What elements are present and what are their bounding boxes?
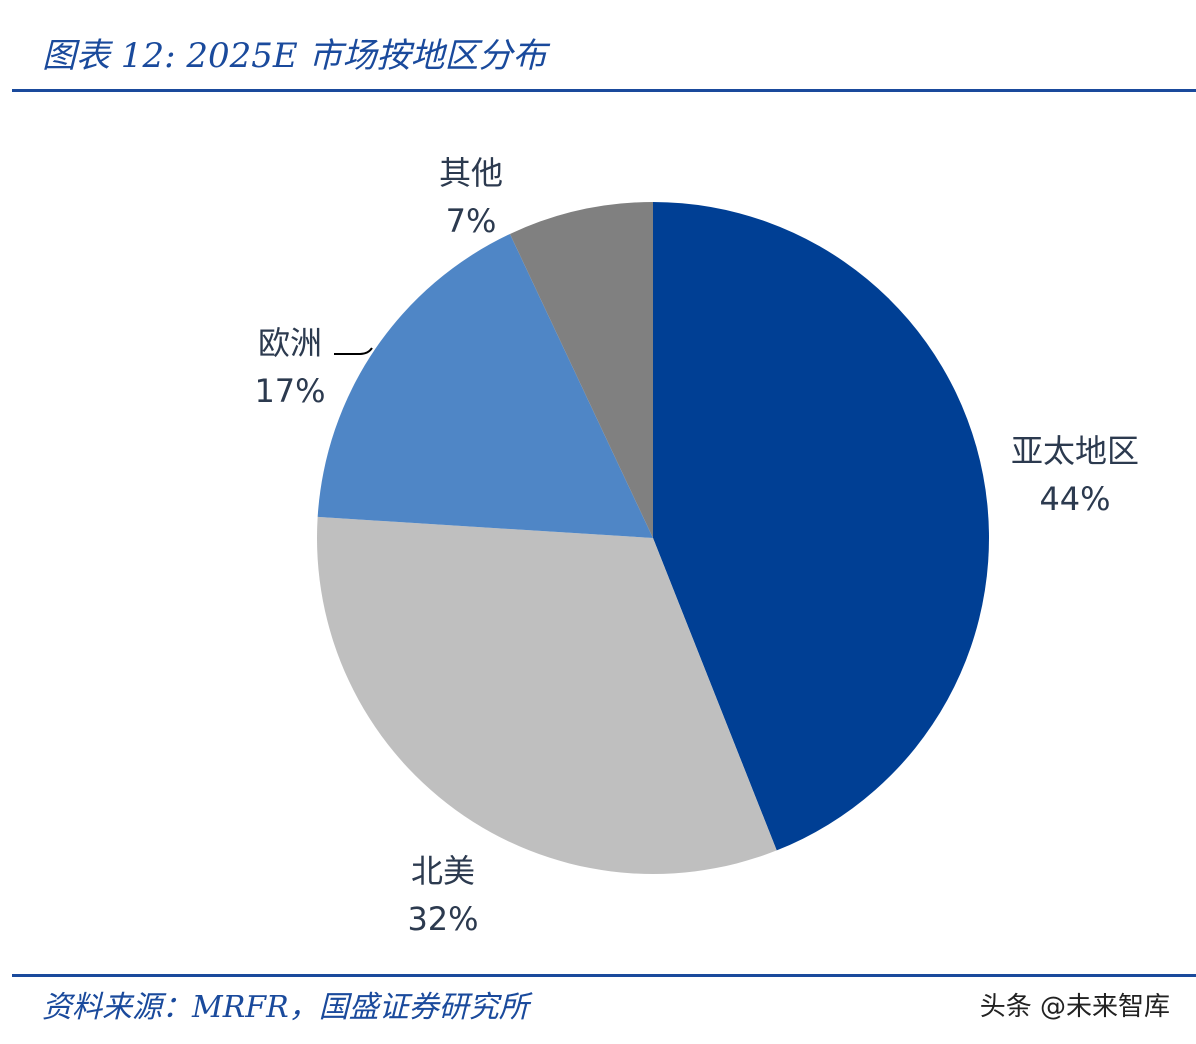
slice-name-label: 其他 xyxy=(439,154,503,192)
pie-slice-2 xyxy=(317,233,653,539)
leader-line-europe xyxy=(334,347,373,355)
source-rule xyxy=(12,974,1196,977)
figure-title: 图表 12: 2025E 市场按地区分布 xyxy=(42,36,547,76)
title-rule xyxy=(12,89,1196,92)
pie-slice-3 xyxy=(509,202,653,538)
slice-percent-label: 7% xyxy=(446,202,497,240)
slice-percent-label: 17% xyxy=(254,372,325,410)
slice-name-label: 北美 xyxy=(411,852,475,890)
slice-percent-label: 44% xyxy=(1039,480,1110,518)
slice-name-label: 欧洲 xyxy=(258,324,322,362)
pie-slice-1 xyxy=(316,516,777,875)
pie-slice-0 xyxy=(653,202,989,851)
slice-percent-label: 32% xyxy=(407,900,478,938)
slice-name-label: 亚太地区 xyxy=(1011,432,1139,470)
watermark: 头条 @未来智库 xyxy=(979,992,1170,1022)
source-note: 资料来源：MRFR，国盛证券研究所 xyxy=(42,990,529,1025)
